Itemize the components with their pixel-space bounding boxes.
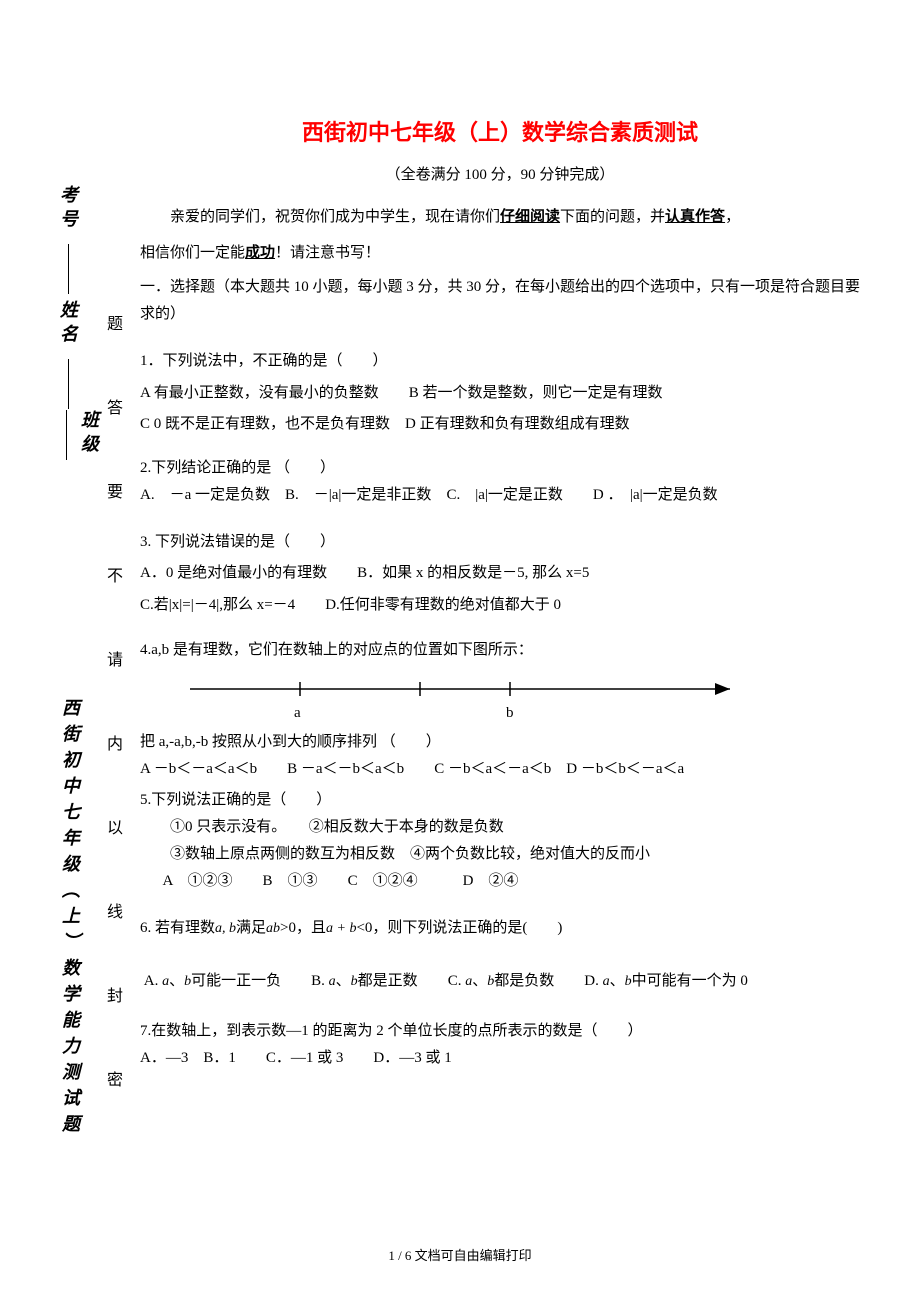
seal-char: 密 <box>107 1066 123 1090</box>
seal-char: 要 <box>107 478 123 502</box>
number-line-figure: a b <box>190 677 750 727</box>
number-line-svg <box>190 677 750 727</box>
q3-options-row1: A．0 是绝对值最小的有理数 B．如果 x 的相反数是－5, 那么 x=5 <box>140 558 860 590</box>
q1-stem: 1．下列说法中，不正确的是（ ） <box>140 346 860 378</box>
q5-statements-1: ①0 只表示没有。 ②相反数大于本身的数是负数 <box>170 814 860 841</box>
page-title: 西街初中七年级（上）数学综合素质测试 <box>140 115 860 147</box>
page-subtitle: （全卷满分 100 分，90 分钟完成） <box>140 163 860 184</box>
field-exam-blank <box>68 244 69 294</box>
field-class-label: 班级 <box>79 410 99 458</box>
q1-options-row1: A 有最小正整数，没有最小的负整数 B 若一个数是整数，则它一定是有理数 <box>140 378 860 410</box>
field-name-blank <box>68 359 69 409</box>
intro-line-1: 亲爱的同学们，祝贺你们成为中学生，现在请你们仔细阅读下面的问题，并认真作答， <box>140 202 860 232</box>
seal-char: 题 <box>107 310 123 334</box>
nl-label-b: b <box>506 705 514 722</box>
seal-line-column: 密 封 线 以 内 请 不 要 答 题 <box>105 310 125 1090</box>
q6-stem: 6. 若有理数a, b满足ab>0，且a + b<0，则下列说法正确的是( ) <box>140 913 860 945</box>
field-class-blank <box>66 410 67 460</box>
q4-stem2: 把 a,-a,b,-b 按照从小到大的顺序排列 （ ） <box>140 729 860 756</box>
q5-statements-2: ③数轴上原点两侧的数互为相反数 ④两个负数比较，绝对值大的反而小 <box>170 841 860 868</box>
field-exam-label: 考号 <box>58 185 78 233</box>
intro-line-2: 相信你们一定能成功！请注意书写！ <box>140 238 860 268</box>
q2-options: A. －a 一定是负数 B. －|a|一定是非正数 C. |a|一定是正数 D … <box>140 482 860 509</box>
q7-stem: 7.在数轴上，到表示数—1 的距离为 2 个单位长度的点所表示的数是（ ） <box>140 1018 860 1045</box>
sidebar-fields: 考号 姓名 班级 <box>55 185 85 485</box>
sidebar-title: 西街初中七年级（上）数学能力测试题 <box>57 698 83 1140</box>
q3-stem: 3. 下列说法错误的是（ ） <box>140 527 860 559</box>
seal-char: 请 <box>107 646 123 670</box>
q3-options-row2: C.若|x|=|－4|,那么 x=－4 D.任何非零有理数的绝对值都大于 0 <box>140 590 860 622</box>
seal-char: 封 <box>107 982 123 1006</box>
seal-char: 答 <box>107 394 123 418</box>
q6-options: A. a、b可能一正一负 B. a、b都是正数 C. a、b都是负数 D. a、… <box>140 966 860 998</box>
seal-char: 内 <box>107 730 123 754</box>
q7-options: A．—3 B．1 C．—1 或 3 D．—3 或 1 <box>140 1045 860 1072</box>
section-1-heading: 一．选择题（本大题共 10 小题，每小题 3 分，共 30 分，在每小题给出的四… <box>140 274 860 328</box>
q4-stem: 4.a,b 是有理数，它们在数轴上的对应点的位置如下图所示： <box>140 635 860 667</box>
q5-stem: 5.下列说法正确的是（ ） <box>140 787 860 814</box>
q1-options-row2: C 0 既不是正有理数，也不是负有理数 D 正有理数和负有理数组成有理数 <box>140 409 860 441</box>
seal-char: 以 <box>107 814 123 838</box>
q5-options: A ①②③ B ①③ C ①②④ D ②④ <box>163 868 861 895</box>
q4-options: A －b＜－a＜a＜b B －a＜－b＜a＜b C －b＜a＜－a＜b D －b… <box>140 756 860 783</box>
seal-char: 线 <box>107 898 123 922</box>
q2-stem: 2.下列结论正确的是 （ ） <box>140 455 860 482</box>
main-content: 西街初中七年级（上）数学综合素质测试 （全卷满分 100 分，90 分钟完成） … <box>140 115 860 1072</box>
page-footer: 1 / 6 文档可自由编辑打印 <box>0 1245 920 1264</box>
seal-char: 不 <box>107 562 123 586</box>
nl-label-a: a <box>294 705 301 722</box>
field-name-label: 姓名 <box>58 300 78 348</box>
